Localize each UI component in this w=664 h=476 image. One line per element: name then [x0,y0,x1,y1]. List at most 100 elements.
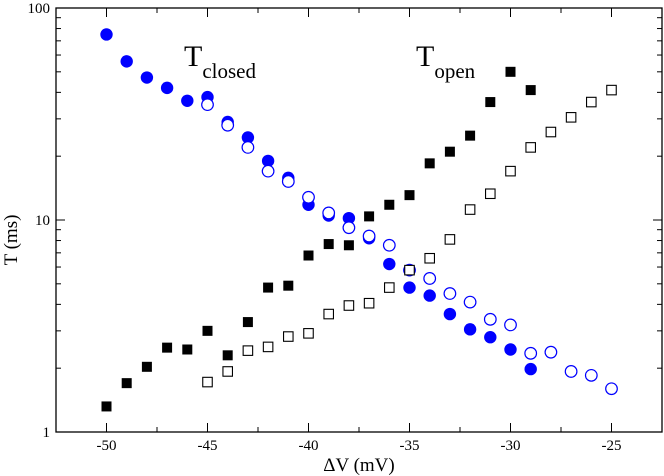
data-point-square-filled [242,317,253,328]
data-point-circle-open [584,368,598,382]
data-point-circle-open [524,346,538,360]
data-point-circle-filled [120,55,133,68]
data-point-circle-filled [342,211,356,225]
data-point-square-open [323,308,335,320]
data-point-circle-filled [160,81,174,95]
data-point-square-filled [121,378,132,389]
data-point-square-open [484,188,496,200]
x-tick-label: -50 [97,438,117,454]
data-point-square-filled [222,350,233,361]
x-tick-label: -25 [602,438,622,454]
data-point-circle-open [302,190,315,204]
data-point-circle-filled [504,343,517,356]
x-tick-label: -40 [299,438,319,454]
data-point-square-filled [384,199,395,210]
data-point-square-open [404,264,415,276]
annotation-t-closed-sub: closed [202,59,256,83]
y-tick-label: 10 [35,213,50,229]
series-3 [202,84,617,388]
data-point-square-filled [485,97,496,108]
data-point-circle-open [281,175,295,188]
plot-frame [55,7,663,433]
data-point-circle-filled [443,307,457,321]
data-point-square-filled [444,146,455,157]
data-point-square-filled [162,342,173,353]
data-point-circle-open [483,312,497,326]
data-point-square-open [202,376,213,388]
data-point-square-open [282,331,294,342]
data-point-square-filled [182,344,193,355]
data-point-square-filled [101,401,112,412]
data-point-square-open [464,204,476,215]
data-point-circle-open [423,272,437,285]
data-point-square-filled [263,282,274,293]
x-tick-label: -30 [501,438,521,454]
data-point-square-filled [465,130,476,141]
annotation-t-open-sub: open [434,59,475,83]
data-point-square-filled [303,250,314,261]
annotation-t-open: Topen [416,40,476,83]
data-point-circle-open [463,295,477,309]
data-point-circle-filled [181,94,194,107]
data-point-square-filled [424,158,435,169]
data-point-square-open [565,112,577,123]
data-point-square-filled [141,361,152,372]
data-point-circle-open [443,287,457,300]
data-point-square-open [242,345,254,356]
x-tick-label: -45 [198,438,218,454]
annotation-t-closed-main: T [184,40,202,73]
data-point-square-open [525,142,537,153]
data-point-circle-filled [403,281,416,294]
data-point-square-open [585,96,597,108]
data-point-circle-open [544,345,558,359]
series-2 [101,66,536,412]
data-point-circle-filled [261,154,275,168]
data-point-circle-filled [383,257,396,271]
data-point-circle-open [261,164,275,178]
data-point-circle-open [241,141,255,154]
data-point-circle-filled [241,131,255,144]
data-point-square-filled [404,190,415,201]
data-point-square-filled [283,280,294,291]
data-point-circle-filled [423,289,436,302]
data-point-circle-open [322,206,336,220]
marks-layer [100,28,618,412]
data-point-square-open [606,84,617,96]
data-point-circle-open [201,98,214,112]
x-tick-label: -35 [400,438,420,454]
data-point-circle-filled [463,323,477,336]
data-point-circle-filled [140,71,154,84]
y-axis-title: T (ms) [1,215,22,266]
series-1 [201,98,618,396]
annotation-t-closed: Tclosed [184,40,256,83]
data-point-circle-open [221,118,235,132]
data-point-square-open [505,165,516,177]
data-point-square-open [444,234,456,245]
data-point-circle-open [382,238,396,252]
data-point-square-filled [525,85,536,96]
data-point-circle-open [605,382,618,396]
data-point-square-open [424,252,436,264]
data-point-circle-open [504,318,517,332]
x-axis-title: ΔV (mV) [323,455,395,476]
data-point-square-filled [364,211,375,222]
data-point-circle-filled [524,362,537,376]
data-point-square-open [303,328,314,339]
data-point-square-open [363,297,375,309]
data-point-square-filled [202,325,213,336]
data-point-circle-filled [484,331,497,344]
data-point-circle-open [362,229,376,243]
y-tick-label: 100 [28,1,51,17]
annotation-t-open-main: T [416,40,434,73]
data-point-square-filled [343,240,354,251]
data-point-square-open [343,300,355,311]
data-point-square-open [383,282,395,293]
data-point-square-open [262,341,274,353]
data-point-circle-filled [100,28,113,41]
data-point-square-filled [323,239,334,250]
data-point-square-open [545,126,557,138]
data-point-circle-open [564,365,578,378]
data-point-square-open [222,366,233,377]
